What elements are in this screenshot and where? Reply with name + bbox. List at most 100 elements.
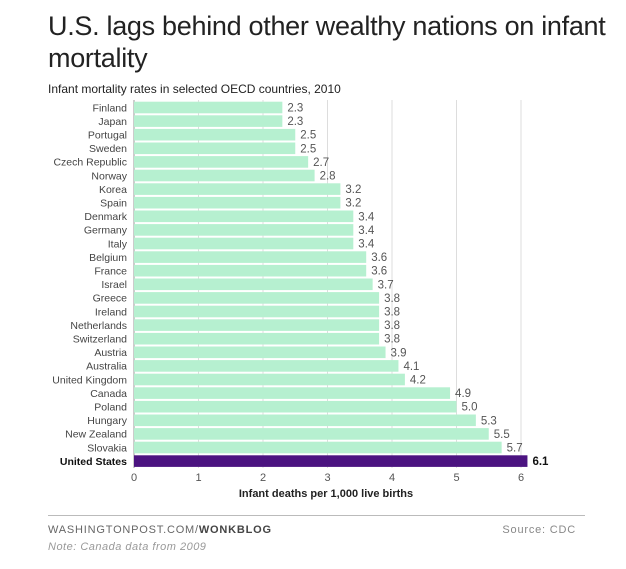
category-label: Switzerland [73, 334, 127, 346]
value-label: 2.5 [300, 130, 316, 142]
value-label: 3.2 [345, 184, 361, 196]
x-axis-label: Infant deaths per 1,000 live births [239, 488, 413, 500]
value-label: 3.2 [345, 198, 361, 210]
category-label: Japan [98, 116, 127, 128]
category-label: United States [60, 456, 127, 468]
category-label: Belgium [89, 252, 127, 264]
value-label: 3.4 [358, 239, 375, 251]
value-label: 3.7 [378, 279, 394, 291]
bar [134, 332, 380, 345]
value-label: 5.5 [494, 429, 510, 441]
value-label: 2.8 [320, 171, 336, 183]
value-label: 2.7 [313, 157, 329, 169]
bar [134, 169, 315, 182]
bar [134, 360, 399, 372]
credit-brand: WONKBLOG [198, 524, 272, 536]
source-text: Source: CDC [502, 524, 576, 536]
bar [134, 183, 341, 195]
category-label: Israel [101, 279, 127, 291]
x-tick-label: 1 [195, 472, 201, 484]
footnote: Note: Canada data from 2009 [48, 541, 207, 553]
value-label: 2.3 [287, 116, 303, 128]
category-label: Netherlands [70, 320, 127, 332]
category-label: Spain [100, 198, 127, 210]
value-label: 5.7 [507, 443, 523, 455]
value-label: 3.8 [384, 334, 400, 346]
bar [134, 128, 296, 141]
x-tick-label: 4 [389, 472, 395, 484]
bar [134, 319, 380, 331]
bar [134, 428, 489, 440]
bar [134, 264, 367, 277]
category-label: Canada [90, 388, 127, 400]
bar [134, 400, 457, 413]
bar [134, 196, 341, 209]
value-labels: 2.32.32.52.52.72.83.23.23.43.43.43.63.63… [287, 103, 549, 469]
value-label: 2.3 [287, 103, 303, 115]
bar [134, 455, 528, 467]
x-tick-label: 5 [453, 472, 459, 484]
value-label: 3.4 [358, 211, 375, 223]
category-label: Sweden [89, 143, 127, 155]
category-label: France [94, 266, 127, 278]
value-label: 3.6 [371, 266, 387, 278]
category-label: Portugal [88, 130, 127, 142]
category-label: New Zealand [65, 429, 127, 441]
category-label: Germany [84, 225, 128, 237]
footer-divider [48, 515, 585, 516]
bar [134, 142, 296, 155]
value-label: 6.1 [532, 456, 549, 468]
bar [134, 346, 386, 359]
value-label: 3.8 [384, 307, 400, 319]
category-label: Slovakia [87, 442, 127, 454]
bar [134, 441, 502, 454]
value-label: 3.6 [371, 252, 387, 264]
chart-title: U.S. lags behind other wealthy nations o… [48, 11, 606, 73]
bar [134, 101, 283, 114]
category-label: United Kingdom [52, 374, 127, 386]
bars [134, 101, 528, 467]
category-label: Denmark [84, 211, 127, 223]
value-label: 4.9 [455, 388, 471, 400]
x-tick-label: 3 [324, 472, 330, 484]
x-axis-ticks: 0 1 2 3 4 5 6 [131, 472, 524, 484]
bar [134, 210, 354, 223]
value-label: 5.0 [462, 402, 478, 414]
bar [134, 387, 451, 399]
category-label: Australia [86, 361, 127, 373]
category-label: Czech Republic [53, 157, 127, 169]
bar [134, 224, 354, 236]
bar [134, 414, 476, 427]
bar [134, 156, 309, 168]
value-label: 3.8 [384, 320, 400, 332]
value-label: 4.2 [410, 375, 426, 387]
x-tick-label: 0 [131, 472, 137, 484]
x-tick-label: 2 [260, 472, 266, 484]
category-label: Finland [93, 102, 128, 114]
credit-prefix: WASHINGTONPOST.COM/ [48, 524, 199, 536]
category-label: Hungary [87, 415, 127, 427]
value-label: 4.1 [403, 361, 419, 373]
category-label: Greece [93, 293, 128, 305]
bar [134, 305, 380, 318]
category-label: Norway [91, 170, 127, 182]
bar [134, 115, 283, 127]
bar [134, 251, 367, 263]
category-label: Korea [99, 184, 127, 196]
bar [134, 373, 405, 386]
value-label: 3.8 [384, 293, 400, 305]
value-label: 3.9 [391, 347, 407, 359]
bar [134, 292, 380, 304]
x-tick-label: 6 [518, 472, 524, 484]
category-label: Austria [94, 347, 127, 359]
chart-subtitle: Infant mortality rates in selected OECD … [48, 82, 341, 96]
footer-credit: WASHINGTONPOST.COM/WONKBLOG [48, 524, 272, 536]
bar [134, 237, 354, 250]
value-label: 2.5 [300, 143, 316, 155]
value-label: 5.3 [481, 415, 497, 427]
category-label: Ireland [95, 306, 127, 318]
category-label: Poland [94, 402, 127, 414]
value-label: 3.4 [358, 225, 375, 237]
